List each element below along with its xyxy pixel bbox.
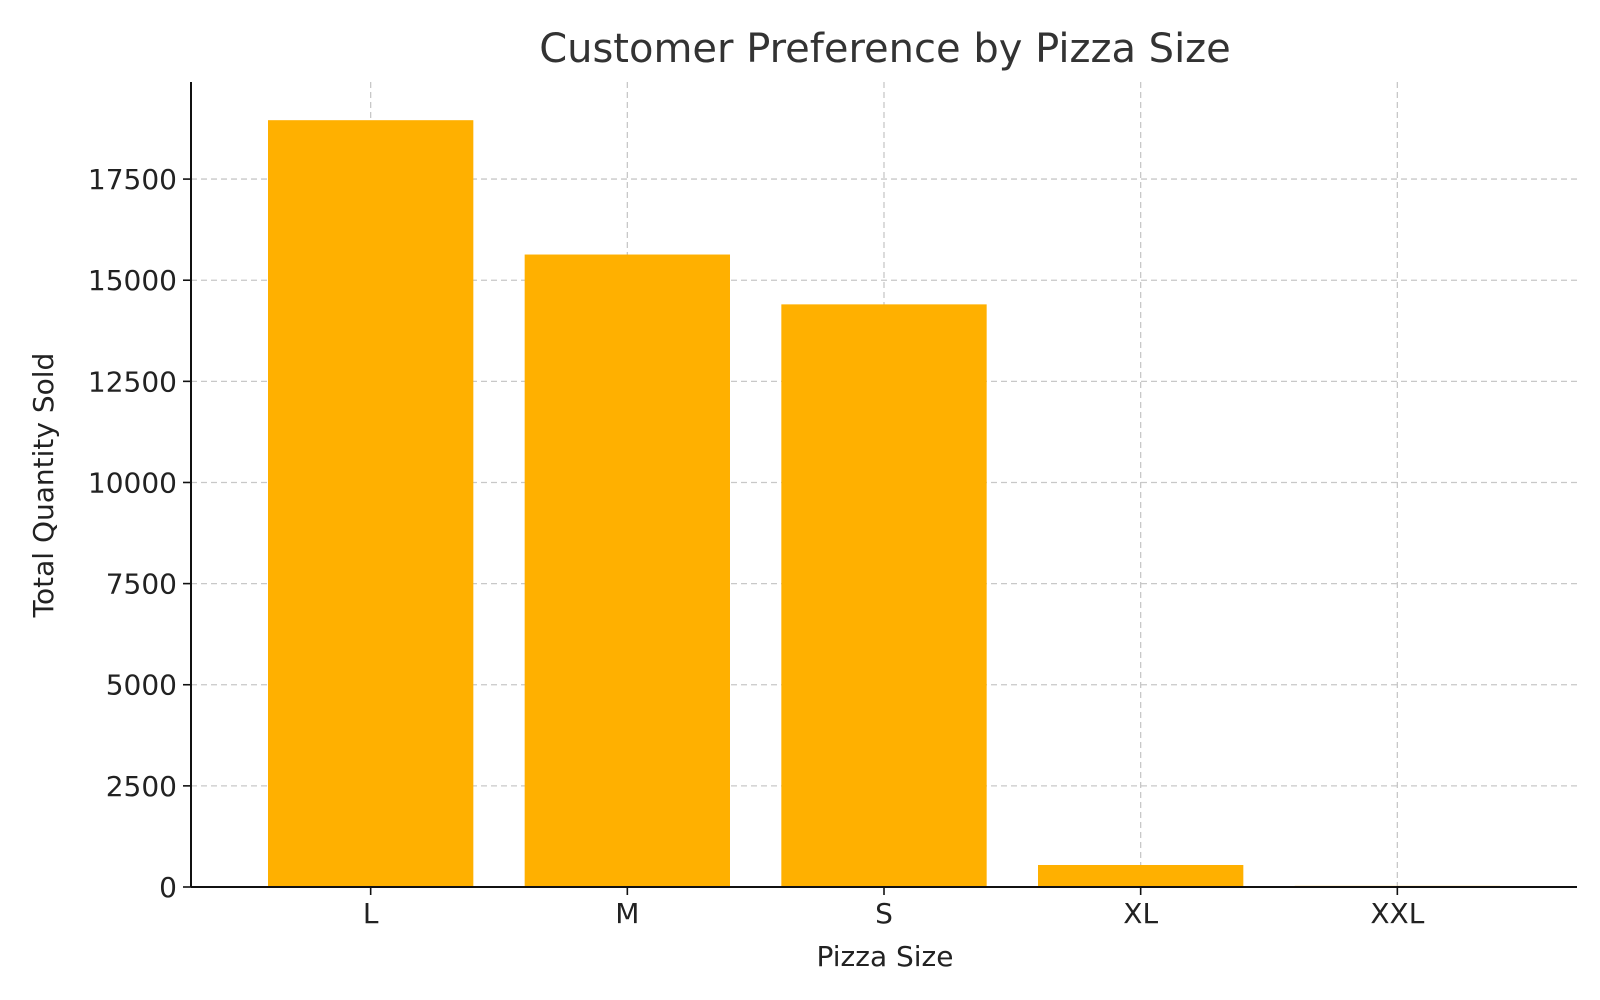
- y-ticks: 0 2500 5000 7500 10000 12500 15000 17500: [88, 163, 191, 904]
- y-tick-label: 12500: [88, 365, 177, 398]
- y-tick-label: 2500: [106, 770, 177, 803]
- x-axis-label: Pizza Size: [817, 940, 954, 973]
- bar-s: [781, 304, 987, 887]
- y-axis-label: Total Quantity Sold: [27, 353, 60, 619]
- y-tick-label: 5000: [106, 669, 177, 702]
- bar-l: [268, 120, 474, 887]
- y-tick-label: 17500: [88, 163, 177, 196]
- bar-m: [524, 254, 730, 887]
- bar-xl: [1038, 864, 1244, 887]
- x-tick-label: XXL: [1370, 897, 1424, 930]
- x-tick-label: XL: [1123, 897, 1158, 930]
- chart-title: Customer Preference by Pizza Size: [539, 26, 1231, 72]
- y-tick-label: 10000: [88, 466, 177, 499]
- x-ticks: L M S XL XXL: [363, 887, 1425, 930]
- x-tick-label: L: [363, 897, 379, 930]
- y-tick-label: 15000: [88, 264, 177, 297]
- x-tick-label: S: [875, 897, 893, 930]
- y-tick-label: 7500: [106, 568, 177, 601]
- x-tick-label: M: [615, 897, 639, 930]
- y-tick-label: 0: [159, 871, 177, 904]
